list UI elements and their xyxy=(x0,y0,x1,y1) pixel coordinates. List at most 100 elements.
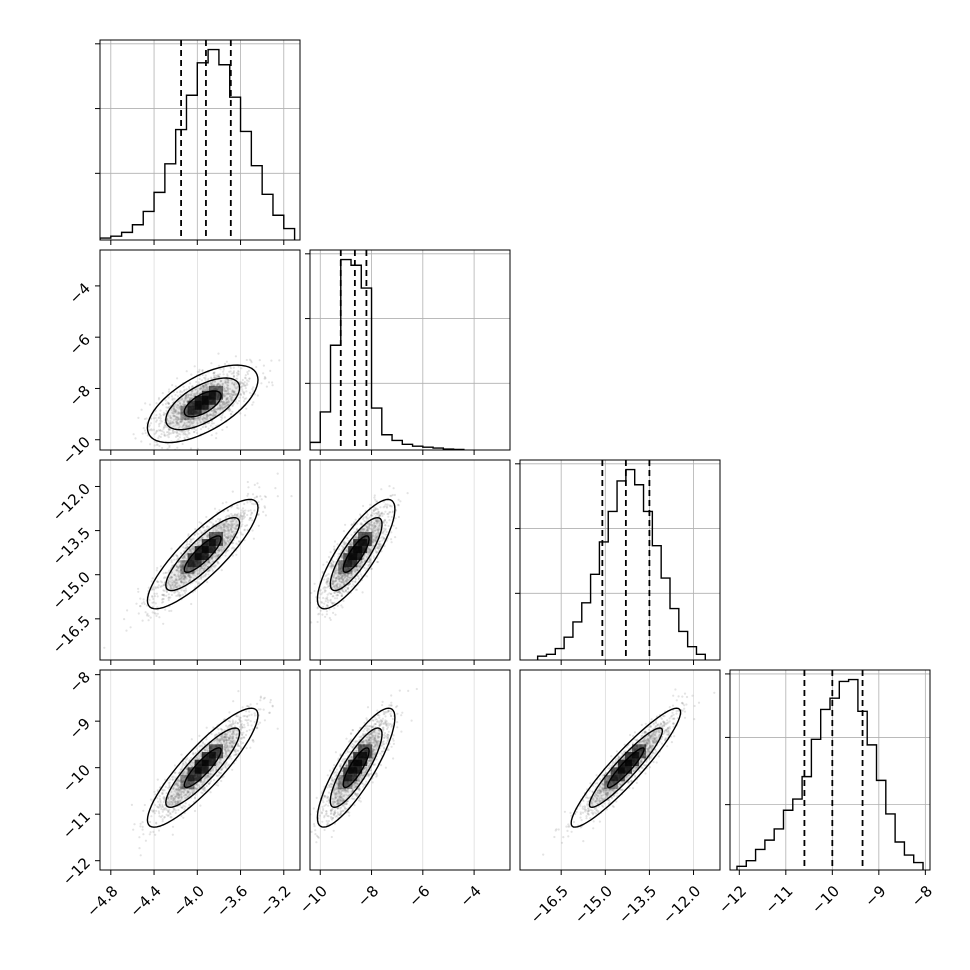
scatter-point xyxy=(228,408,231,411)
scatter-point xyxy=(226,509,229,512)
scatter-point xyxy=(238,396,241,399)
scatter-point xyxy=(387,512,390,515)
scatter-point xyxy=(203,529,206,532)
scatter-point xyxy=(177,565,180,569)
scatter-point xyxy=(226,401,229,404)
scatter-point xyxy=(376,513,379,516)
scatter-point xyxy=(194,574,197,577)
scatter-point xyxy=(215,437,218,440)
scatter-point xyxy=(171,398,174,401)
scatter-point xyxy=(243,393,246,396)
scatter-point xyxy=(234,527,237,530)
scatter-point xyxy=(237,370,240,373)
scatter-point xyxy=(217,364,221,367)
scatter-point xyxy=(231,546,235,549)
scatter-point xyxy=(225,399,228,402)
scatter-point xyxy=(229,395,232,398)
scatter-point xyxy=(163,426,166,429)
scatter-point xyxy=(242,400,246,403)
scatter-point xyxy=(349,543,352,546)
scatter-point xyxy=(162,413,166,416)
scatter-point xyxy=(231,404,234,407)
scatter-point xyxy=(224,543,227,546)
scatter-point xyxy=(334,613,337,616)
scatter-point xyxy=(204,384,207,387)
scatter-point xyxy=(242,396,245,399)
scatter-point xyxy=(189,550,192,553)
scatter-point xyxy=(188,399,191,402)
scatter-point xyxy=(155,414,158,417)
scatter-point xyxy=(352,583,355,586)
scatter-point xyxy=(181,403,185,406)
scatter-point xyxy=(318,596,321,599)
scatter-point xyxy=(346,574,349,578)
scatter-point xyxy=(181,564,184,567)
scatter-point xyxy=(237,372,240,375)
scatter-point xyxy=(161,598,164,601)
scatter-point xyxy=(230,522,233,525)
scatter-point xyxy=(174,410,177,413)
scatter-point xyxy=(187,396,190,399)
scatter-point xyxy=(181,411,184,414)
scatter-point xyxy=(230,530,233,533)
histogram-step-line xyxy=(536,468,706,660)
scatter-point xyxy=(202,560,205,563)
scatter-point xyxy=(184,430,187,433)
scatter-point xyxy=(392,524,395,527)
scatter-point xyxy=(182,433,185,436)
scatter-panel-0-1: −10−8−6−4 xyxy=(59,249,301,468)
scatter-point xyxy=(185,435,188,438)
scatter-point xyxy=(203,409,206,412)
scatter-point xyxy=(197,415,200,419)
scatter-point xyxy=(363,554,366,557)
scatter-point xyxy=(204,564,208,567)
scatter-point xyxy=(169,428,172,431)
scatter-point xyxy=(189,419,192,422)
scatter-point xyxy=(227,549,230,552)
scatter-point xyxy=(230,547,233,550)
scatter-point xyxy=(377,528,380,531)
scatter-point xyxy=(175,581,178,584)
scatter-point xyxy=(224,530,227,533)
scatter-point xyxy=(182,557,185,560)
scatter-point xyxy=(231,522,234,525)
scatter-point xyxy=(228,529,231,532)
scatter-point xyxy=(324,589,327,592)
scatter-point xyxy=(204,384,207,387)
scatter-point xyxy=(175,419,179,423)
scatter-point xyxy=(225,520,228,523)
scatter-point xyxy=(227,515,230,518)
scatter-point xyxy=(192,419,195,422)
scatter-point xyxy=(226,393,229,396)
scatter-point xyxy=(175,554,178,557)
scatter-point xyxy=(182,416,185,419)
scatter-point xyxy=(245,382,248,385)
scatter-point xyxy=(205,383,208,387)
scatter-point xyxy=(263,495,266,498)
scatter-point xyxy=(339,573,342,576)
scatter-point xyxy=(157,581,160,584)
scatter-point xyxy=(158,423,161,426)
scatter-point xyxy=(238,399,241,402)
scatter-point xyxy=(178,574,181,578)
scatter-point xyxy=(209,416,212,420)
scatter-point xyxy=(183,574,186,578)
scatter-point xyxy=(170,561,173,564)
scatter-point xyxy=(220,405,223,408)
scatter-point xyxy=(385,521,388,524)
scatter-point xyxy=(244,384,247,387)
scatter-point xyxy=(227,403,230,406)
scatter-point xyxy=(193,418,196,421)
scatter-point xyxy=(192,547,195,550)
scatter-point xyxy=(186,543,189,546)
scatter-point xyxy=(171,778,174,781)
scatter-point xyxy=(180,576,183,579)
scatter-point xyxy=(175,416,178,419)
scatter-point xyxy=(376,512,379,515)
scatter-point xyxy=(373,521,376,525)
scatter-point xyxy=(167,597,170,600)
scatter-point xyxy=(332,581,335,584)
scatter-point xyxy=(222,547,225,551)
scatter-point xyxy=(188,386,191,389)
scatter-point xyxy=(175,415,178,418)
